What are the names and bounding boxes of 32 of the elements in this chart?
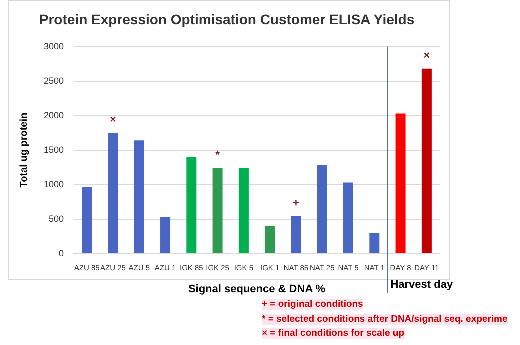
y-axis-title: Total ug protein [18,112,30,188]
bar [82,188,92,254]
bar [238,168,249,254]
y-tick-label: 3000 [44,41,64,52]
bar [265,226,276,254]
annotation: * [216,149,221,162]
bar [317,165,328,254]
text: + = original conditions [262,299,364,310]
x-axis-title: Signal sequence & DNA % [188,283,326,296]
bar [344,182,354,254]
text: Harvest day [390,279,454,292]
y-tick-label: 0 [59,248,64,258]
bar [291,216,302,254]
y-tick-label: 500 [48,214,64,224]
y-tick-label: 1500 [44,144,64,155]
text: * = selected conditions after DNA/signal seq. experime [262,314,508,324]
bar [160,217,171,254]
annotation: × [110,114,116,126]
y-tick-label: 2000 [44,110,64,120]
chart-title: Protein Expression Optimisation Customer ELISA Yields [39,11,415,28]
annotation: × [424,50,430,62]
text: × = final conditions for scale up [262,328,405,339]
bar [422,68,432,254]
bar [108,133,118,254]
y-tick-label: 2500 [44,76,64,86]
y-tick-label: 1000 [44,179,64,190]
bar [396,114,406,254]
annotation: + [293,198,300,210]
bar [370,233,380,254]
bar [134,140,144,254]
bar [186,157,197,254]
bar [212,168,223,254]
